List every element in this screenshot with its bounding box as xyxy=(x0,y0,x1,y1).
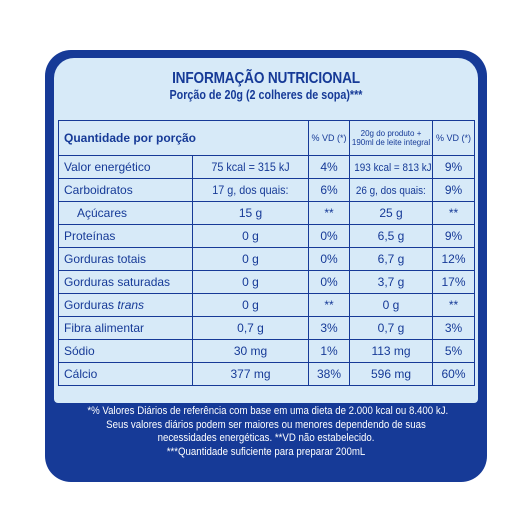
table-row: Sódio 30 mg 1% 113 mg 5% xyxy=(58,339,476,363)
title-block: INFORMAÇÃO NUTRICIONAL Porção de 20g (2 … xyxy=(54,70,478,102)
nutrition-table: Quantidade por porção % VD (*) 20g do pr… xyxy=(57,120,476,386)
vd-prepared-value: 9% xyxy=(432,224,476,248)
vd-value: ** xyxy=(308,201,351,225)
table-row: Açúcares 15 g ** 25 g ** xyxy=(58,201,476,225)
nutrition-label: INFORMAÇÃO NUTRICIONAL Porção de 20g (2 … xyxy=(45,50,487,482)
amount-value: 15 g xyxy=(191,201,310,225)
vd-value: 38% xyxy=(308,362,351,386)
quantity-header: Quantidade por porção xyxy=(57,120,310,156)
prepared-value: 25 g xyxy=(349,201,434,225)
vd-prepared-value: 9% xyxy=(432,155,476,179)
nutrient-name: Cálcio xyxy=(58,362,193,386)
table-row: Carboidratos 17 g, dos quais: 6% 26 g, d… xyxy=(58,178,476,202)
vd-prepared-value: ** xyxy=(432,201,476,225)
vd-prepared-header: % VD (*) xyxy=(432,120,476,156)
footnote-line: ***Quantidade suficiente para preparar 2… xyxy=(166,445,366,458)
vd-prepared-value: 17% xyxy=(432,270,476,294)
nutrient-name: Sódio xyxy=(58,339,193,363)
vd-value: 0% xyxy=(308,224,351,248)
footnote-line: Seus valores diários podem ser maiores o… xyxy=(106,418,426,431)
footnote-line: necessidades energéticas. **VD não estab… xyxy=(157,432,375,444)
prepared-value: 193 kcal = 813 kJ xyxy=(349,155,434,179)
prepared-value: 0,7 g xyxy=(349,316,434,340)
vd-header: % VD (*) xyxy=(308,120,351,156)
amount-value: 0 g xyxy=(191,293,310,317)
footnote: *% Valores Diários de referência com bas… xyxy=(63,405,469,459)
table-header-row: Quantidade por porção % VD (*) 20g do pr… xyxy=(57,120,476,156)
vd-prepared-value: ** xyxy=(432,293,476,317)
prepared-header: 20g do produto + 190ml de leite integral xyxy=(349,120,434,156)
vd-value: 6% xyxy=(308,178,351,202)
nutrient-name-main: Gorduras xyxy=(64,298,115,312)
nutrition-panel: INFORMAÇÃO NUTRICIONAL Porção de 20g (2 … xyxy=(54,58,478,403)
prepared-value: 0 g xyxy=(349,293,434,317)
serving-size: Porção de 20g (2 colheres de sopa)*** xyxy=(169,88,363,102)
nutrient-name: Gorduras totais xyxy=(58,247,193,271)
table-row: Gorduras totais 0 g 0% 6,7 g 12% xyxy=(58,247,476,271)
nutrient-name: Carboidratos xyxy=(58,178,193,202)
vd-prepared-value: 60% xyxy=(432,362,476,386)
vd-prepared-value: 5% xyxy=(432,339,476,363)
prepared-value: 6,7 g xyxy=(349,247,434,271)
vd-value: 0% xyxy=(308,270,351,294)
prepared-value: 113 mg xyxy=(349,339,434,363)
nutrient-name: Fibra alimentar xyxy=(58,316,193,340)
nutrient-name: Açúcares xyxy=(58,201,193,225)
nutrient-name: Proteínas xyxy=(58,224,193,248)
nutrient-name-em: trans xyxy=(117,298,145,312)
amount-value: 30 mg xyxy=(191,339,310,363)
table-row: Fibra alimentar 0,7 g 3% 0,7 g 3% xyxy=(58,316,476,340)
amount-value: 0 g xyxy=(191,224,310,248)
nutrient-name: Gorduras saturadas xyxy=(58,270,193,294)
vd-value: ** xyxy=(308,293,351,317)
vd-value: 0% xyxy=(308,247,351,271)
amount-value: 0 g xyxy=(191,270,310,294)
amount-value: 17 g, dos quais: xyxy=(191,178,310,202)
table-row: Cálcio 377 mg 38% 596 mg 60% xyxy=(58,362,476,386)
vd-prepared-value: 3% xyxy=(432,316,476,340)
nutrient-name: Gorduras trans xyxy=(58,293,193,317)
vd-prepared-value: 9% xyxy=(432,178,476,202)
amount-value: 75 kcal = 315 kJ xyxy=(191,155,310,179)
page-title: INFORMAÇÃO NUTRICIONAL xyxy=(172,70,360,87)
footnote-line: *% Valores Diários de referência com bas… xyxy=(87,405,449,417)
nutrient-name: Valor energético xyxy=(58,155,193,179)
vd-value: 1% xyxy=(308,339,351,363)
amount-value: 0,7 g xyxy=(191,316,310,340)
vd-value: 4% xyxy=(308,155,351,179)
prepared-value: 3,7 g xyxy=(349,270,434,294)
table-row: Proteínas 0 g 0% 6,5 g 9% xyxy=(58,224,476,248)
table-row: Valor energético 75 kcal = 315 kJ 4% 193… xyxy=(58,155,476,179)
prepared-value: 596 mg xyxy=(349,362,434,386)
amount-value: 377 mg xyxy=(191,362,310,386)
vd-prepared-value: 12% xyxy=(432,247,476,271)
amount-value: 0 g xyxy=(191,247,310,271)
table-row: Gorduras saturadas 0 g 0% 3,7 g 17% xyxy=(58,270,476,294)
prepared-value: 6,5 g xyxy=(349,224,434,248)
prepared-value: 26 g, dos quais: xyxy=(349,178,434,202)
vd-value: 3% xyxy=(308,316,351,340)
table-row: Gorduras trans 0 g ** 0 g ** xyxy=(58,293,476,317)
